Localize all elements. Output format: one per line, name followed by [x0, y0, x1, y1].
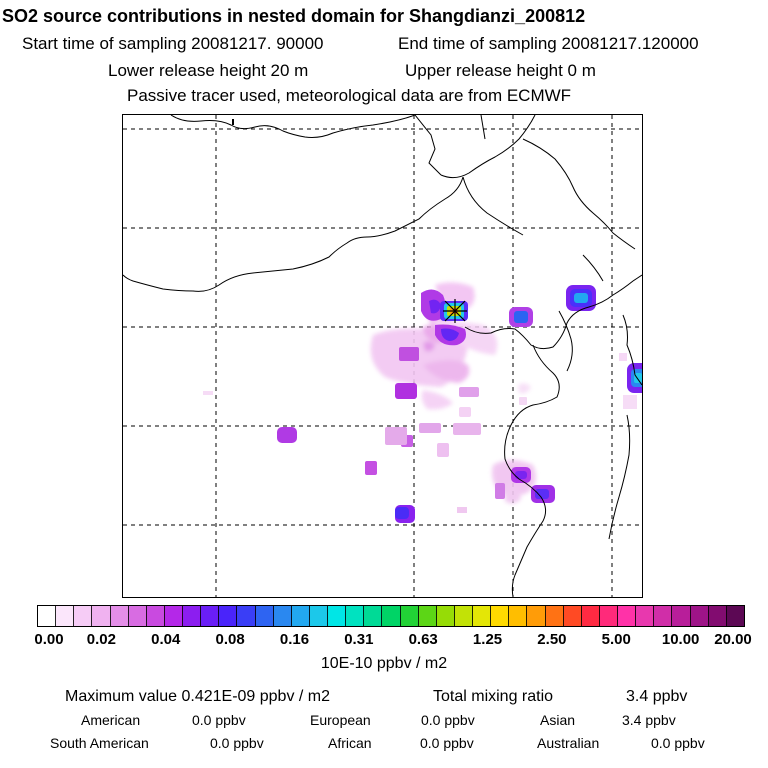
color-scale-swatch: [527, 606, 546, 626]
region-value-asian: 3.4 ppbv: [622, 712, 676, 728]
region-value-african: 0.0 ppbv: [420, 735, 474, 751]
region-name-asian: Asian: [540, 712, 576, 728]
concentration-map: [122, 114, 643, 598]
region-value-south-american: 0.0 ppbv: [210, 735, 264, 751]
color-scale-swatch: [672, 606, 691, 626]
concentration-field: [203, 282, 642, 523]
color-scale-swatch: [255, 606, 274, 626]
color-scale-swatch: [92, 606, 111, 626]
start-time-label: Start time of sampling 20081217. 90000: [22, 34, 324, 53]
color-scale-swatch: [436, 606, 455, 626]
total-mixing-ratio-label: Total mixing ratio: [433, 688, 554, 705]
color-scale-swatch: [563, 606, 582, 626]
color-scale-tick-label: 0.04: [151, 631, 181, 648]
color-scale-swatch: [237, 606, 256, 626]
color-scale-swatch: [636, 606, 655, 626]
color-scale-tick-label: 0.02: [86, 631, 116, 648]
color-scale-tick-label: 5.00: [601, 631, 631, 648]
color-scale-swatch: [346, 606, 365, 626]
color-scale-swatch: [56, 606, 75, 626]
color-scale-tick-label: 2.50: [537, 631, 567, 648]
color-scale-swatch: [219, 606, 238, 626]
color-scale-tick-label: 10.00: [661, 631, 700, 648]
color-scale-swatch: [38, 606, 57, 626]
color-scale-swatch: [291, 606, 310, 626]
color-scale-swatch: [110, 606, 129, 626]
region-name-european: European: [310, 712, 371, 728]
color-scale-swatch: [146, 606, 165, 626]
color-scale-swatch: [708, 606, 727, 626]
total-mixing-ratio-value: 3.4 ppbv: [626, 688, 688, 705]
region-name-australian: Australian: [537, 735, 600, 751]
region-name-african: African: [328, 735, 372, 751]
region-value-american: 0.0 ppbv: [192, 712, 246, 728]
color-scale-swatch: [491, 606, 510, 626]
tracer-note: Passive tracer used, meteorological data…: [127, 86, 572, 105]
plot-title: SO2 source contributions in nested domai…: [2, 6, 586, 26]
coastlines-and-borders: [123, 115, 642, 597]
color-scale-swatch: [309, 606, 328, 626]
color-scale-tick-label: 0.00: [34, 631, 64, 648]
color-scale-swatch: [164, 606, 183, 626]
color-scale-swatch: [545, 606, 564, 626]
map-canvas: [123, 115, 642, 597]
color-scale-tick-label: 0.63: [408, 631, 438, 648]
color-scale-tick-label: 0.31: [344, 631, 374, 648]
color-scale-swatch: [454, 606, 473, 626]
color-scale-tick-label: 1.25: [472, 631, 503, 648]
end-time-label: End time of sampling 20081217.120000: [398, 34, 699, 53]
region-name-american: American: [81, 712, 141, 728]
max-value-label: Maximum value 0.421E-09 ppbv / m2: [65, 688, 331, 705]
color-scale-swatch: [509, 606, 528, 626]
color-scale-swatch: [328, 606, 347, 626]
lat-lon-grid: [123, 115, 642, 597]
upper-release-height-label: Upper release height 0 m: [405, 61, 596, 80]
color-scale-swatch: [618, 606, 637, 626]
color-scale-tick-label: 0.16: [279, 631, 310, 648]
receptor-site-marker: [443, 299, 467, 323]
color-scale-swatch: [599, 606, 618, 626]
color-scale-swatch: [418, 606, 437, 626]
color-scale-tick-label: 20.00: [714, 631, 752, 648]
region-value-european: 0.0 ppbv: [421, 712, 475, 728]
color-scale-tick-label: 0.08: [215, 631, 245, 648]
color-scale-swatch: [473, 606, 492, 626]
color-scale-swatch: [654, 606, 673, 626]
color-scale-swatch: [128, 606, 147, 626]
lower-release-height-label: Lower release height 20 m: [108, 61, 309, 80]
region-name-south-american: South American: [50, 735, 149, 751]
color-scale-units: 10E-10 ppbv / m2: [320, 655, 448, 672]
color-scale-swatch: [273, 606, 292, 626]
color-scale-swatch: [400, 606, 419, 626]
color-scale-swatch: [581, 606, 600, 626]
region-value-australian: 0.0 ppbv: [651, 735, 705, 751]
color-scale-swatch: [726, 606, 744, 626]
color-scale-bar: [37, 605, 745, 627]
color-scale-swatch: [183, 606, 202, 626]
color-scale-swatch: [74, 606, 93, 626]
color-scale-swatch: [201, 606, 220, 626]
color-scale-swatch: [364, 606, 383, 626]
color-scale-swatch: [382, 606, 401, 626]
color-scale-swatch: [690, 606, 709, 626]
